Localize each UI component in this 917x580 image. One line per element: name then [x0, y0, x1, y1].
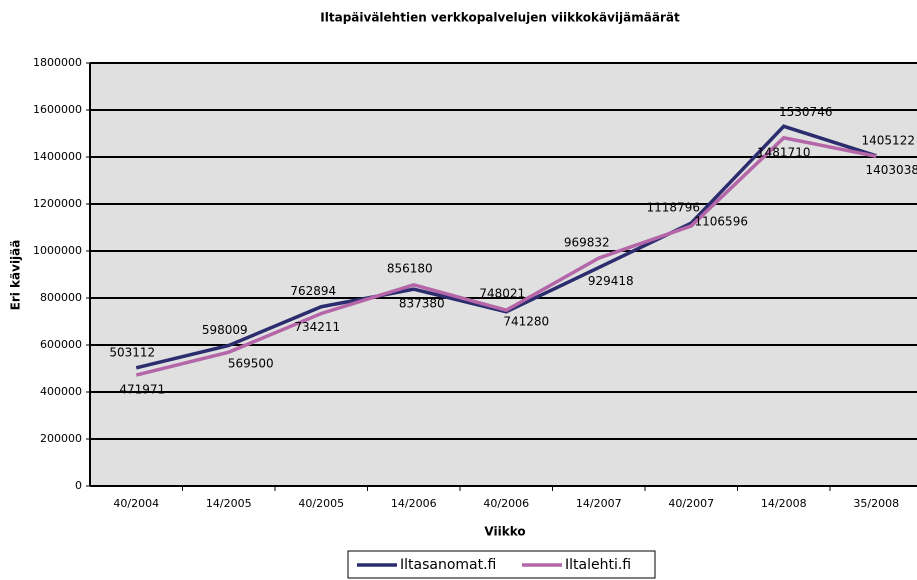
data-label: 1403038 [866, 163, 917, 177]
y-tick-label: 800000 [40, 291, 82, 304]
data-label: 741280 [503, 314, 549, 328]
legend-label: Iltalehti.fi [565, 557, 631, 573]
data-label: 748021 [479, 287, 525, 301]
data-label: 1481710 [757, 145, 810, 159]
y-tick-label: 1200000 [33, 197, 82, 210]
x-tick-label: 14/2007 [576, 497, 622, 510]
data-label: 969832 [564, 236, 610, 250]
x-tick-label: 40/2005 [298, 497, 344, 510]
data-label: 569500 [228, 357, 274, 371]
y-tick-label: 1800000 [33, 56, 82, 69]
x-tick-label: 40/2006 [483, 497, 529, 510]
y-tick-label: 0 [75, 479, 82, 492]
x-axis-label: Viikko [484, 525, 525, 539]
y-tick-label: 400000 [40, 385, 82, 398]
plot-area [90, 63, 917, 486]
data-label: 598009 [202, 323, 248, 337]
data-label: 1118796 [647, 201, 700, 215]
data-label: 837380 [399, 297, 445, 311]
y-tick-label: 1600000 [33, 103, 82, 116]
x-tick-label: 14/2005 [206, 497, 252, 510]
data-label: 1530746 [779, 105, 832, 119]
series-line [135, 135, 877, 377]
data-label: 856180 [387, 261, 433, 275]
data-label: 1106596 [695, 214, 748, 228]
data-label: 762894 [290, 284, 336, 298]
data-label: 503112 [109, 345, 155, 359]
data-label: 929418 [588, 274, 634, 288]
legend [347, 550, 656, 579]
legend-label: Iltasanomat.fi [400, 557, 496, 573]
y-tick-label: 1000000 [33, 244, 82, 257]
y-tick-label: 200000 [40, 432, 82, 445]
chart-title: Iltapäivälehtien verkkopalvelujen viikko… [320, 11, 680, 25]
y-tick-label: 600000 [40, 338, 82, 351]
data-label: 734211 [294, 320, 340, 334]
x-tick-label: 35/2008 [853, 497, 899, 510]
y-axis-label: Eri kävijää [9, 240, 23, 311]
x-tick-label: 14/2006 [391, 497, 437, 510]
x-tick-label: 14/2008 [761, 497, 807, 510]
x-tick-label: 40/2007 [668, 497, 714, 510]
y-tick-label: 1400000 [33, 150, 82, 163]
data-label: 471971 [119, 383, 165, 397]
data-label: 1405122 [862, 133, 915, 147]
x-tick-label: 40/2004 [113, 497, 159, 510]
